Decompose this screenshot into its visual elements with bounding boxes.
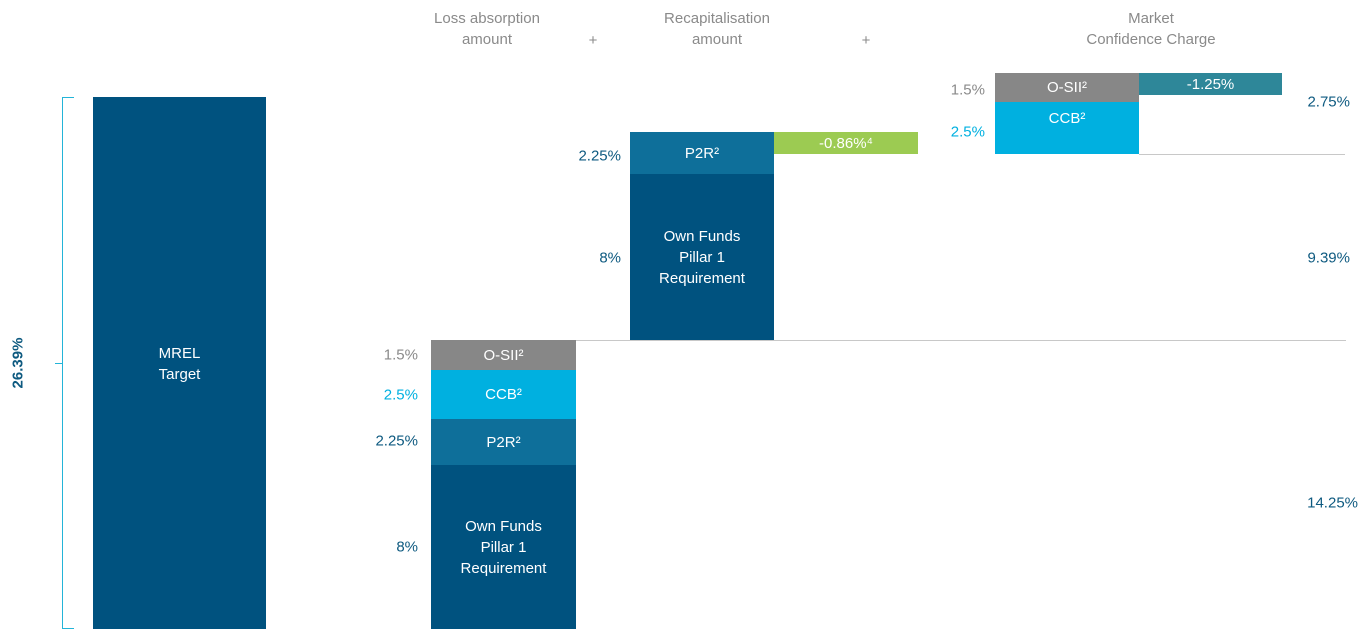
divider [576, 340, 1346, 341]
adjustment: -0.86%⁴ [774, 132, 918, 154]
block: CCB² [431, 370, 576, 419]
bracket-tick [55, 363, 62, 364]
header-recap: Recapitalisation amount [664, 10, 770, 48]
value-label: 2.25% [375, 432, 418, 450]
block: O-SII² [995, 73, 1139, 102]
block: Own Funds Pillar 1 Requirement [630, 174, 774, 340]
plus: + [861, 32, 871, 49]
total-value: 9.39% [1307, 249, 1350, 267]
value-label: 1.5% [950, 81, 985, 99]
block: O-SII² [431, 340, 576, 370]
block: P2R² [431, 419, 576, 465]
mrel-bar: MREL Target [93, 97, 266, 629]
block: CCB² [995, 102, 1139, 154]
plus: + [588, 32, 598, 49]
value-label: 1.5% [383, 346, 418, 364]
value-label: 8% [599, 249, 621, 267]
bracket [62, 97, 63, 629]
bracket-cap [62, 97, 74, 98]
header-loss: Loss absorption amount [434, 10, 540, 48]
value-label: 2.5% [950, 123, 985, 141]
total-label: 26.39% [9, 337, 27, 389]
value-label: 2.5% [383, 386, 418, 404]
adjustment: -1.25% [1139, 73, 1282, 95]
total-value: 2.75% [1307, 93, 1350, 111]
value-label: 2.25% [578, 147, 621, 165]
total-value: 14.25% [1307, 494, 1358, 512]
header-market: Market Confidence Charge [1086, 10, 1216, 48]
divider [1139, 154, 1345, 155]
value-label: 8% [396, 538, 418, 556]
block: Own Funds Pillar 1 Requirement [431, 465, 576, 629]
block: P2R² [630, 132, 774, 174]
